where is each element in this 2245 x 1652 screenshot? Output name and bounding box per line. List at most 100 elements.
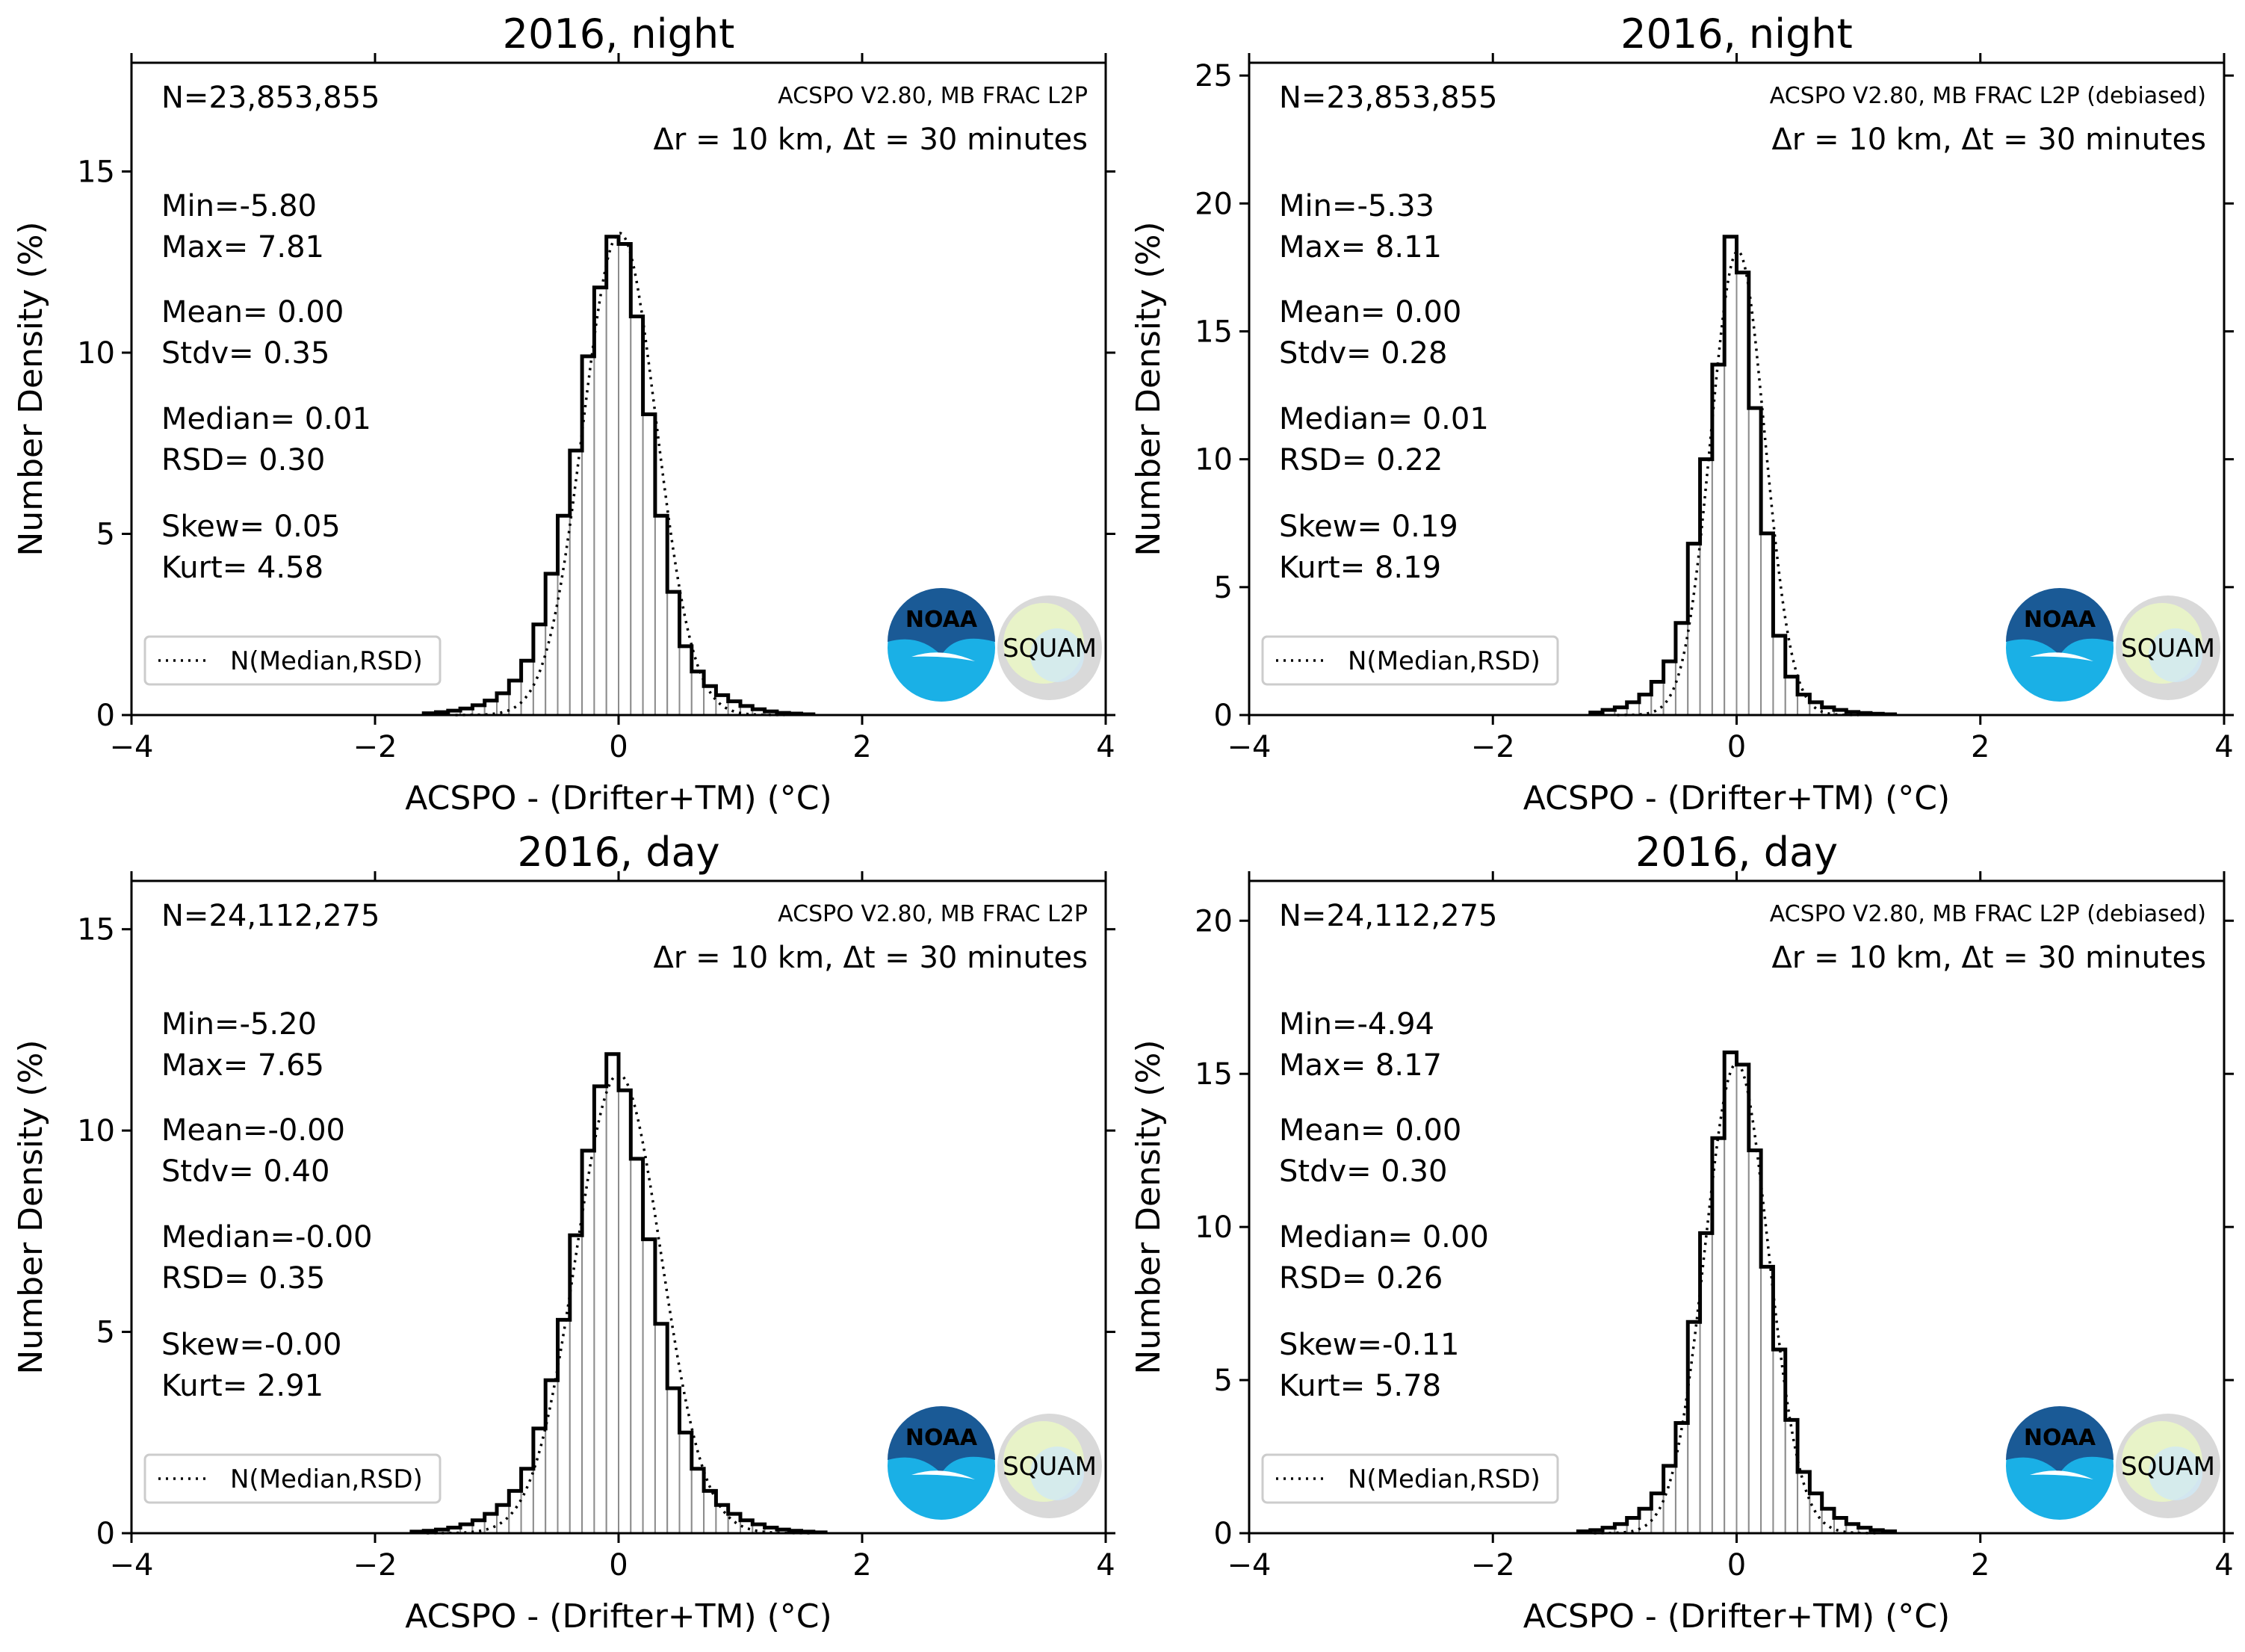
x-tick-label: −2 (1471, 730, 1515, 764)
noaa-logo-bird (2030, 1470, 2093, 1479)
noaa-logo-bird (911, 1470, 975, 1479)
y-axis-label: Number Density (%) (1130, 221, 1168, 556)
stat-2: Max= 8.17 (1279, 1048, 1442, 1083)
stat-3: Mean= 0.00 (1279, 1113, 1461, 1148)
x-tick-label: −4 (110, 1548, 154, 1583)
panel-title: 2016, night (503, 10, 735, 58)
dataset-info: ACSPO V2.80, MB FRAC L2P (debiased) (1770, 83, 2206, 109)
x-tick-label: −4 (110, 730, 154, 764)
chart-panel-4: −4 −2 0 2 4 0 5 10 15 20 2016, day ACSPO - (Drifter… (1130, 829, 2234, 1636)
stat-5: Median=-0.00 (161, 1220, 373, 1255)
chart-panel-3: −4 −2 0 2 4 0 5 10 15 2016, day ACSPO - (Drifter+T… (12, 829, 1115, 1636)
x-tick-label: 2 (852, 1548, 871, 1583)
x-tick-label: −2 (353, 1548, 397, 1583)
y-tick-label: 0 (96, 699, 115, 733)
y-tick-label: 15 (77, 155, 115, 190)
stat-5: Median= 0.00 (1279, 1220, 1489, 1255)
x-axis-label: ACSPO - (Drifter+TM) (°C) (1523, 1597, 1950, 1636)
noaa-logo-bird (2030, 652, 2093, 661)
stat-4: Stdv= 0.28 (1279, 336, 1447, 371)
chart-panel-1: −4 −2 0 2 4 0 5 10 15 2016, night ACSPO - (Drifter… (12, 10, 1115, 817)
stat-7: Skew=-0.00 (161, 1328, 341, 1362)
histogram-outline (1576, 1051, 1898, 1534)
panel-title: 2016, night (1620, 10, 1853, 58)
stat-8: Kurt= 2.91 (161, 1369, 323, 1403)
y-tick-label: 15 (1195, 1057, 1233, 1092)
y-tick-label: 20 (1195, 187, 1233, 221)
stat-2: Max= 8.11 (1279, 230, 1442, 264)
y-axis-label: Number Density (%) (1130, 1039, 1168, 1374)
y-tick-label: 25 (1195, 59, 1233, 93)
matchup-criteria: Δr = 10 km, Δt = 30 minutes (654, 941, 1088, 975)
stat-7: Skew= 0.19 (1279, 510, 1458, 544)
x-tick-label: 0 (609, 1548, 628, 1583)
stat-0: N=23,853,855 (161, 81, 380, 115)
matchup-criteria: Δr = 10 km, Δt = 30 minutes (1772, 123, 2206, 157)
stat-1: Min=-5.80 (161, 189, 317, 223)
y-tick-label: 5 (96, 518, 115, 552)
normal-fit-curve (427, 1073, 811, 1535)
stat-0: N=23,853,855 (1279, 81, 1497, 115)
squam-logo-text: SQUAM (1003, 634, 1097, 663)
stat-3: Mean= 0.00 (1279, 295, 1461, 330)
x-tick-label: 2 (852, 730, 871, 764)
legend-label: N(Median,RSD) (1348, 1464, 1540, 1494)
noaa-logo-sky (2006, 1406, 2114, 1473)
histogram-outline (421, 235, 816, 717)
x-axis-label: ACSPO - (Drifter+TM) (°C) (405, 779, 832, 817)
y-tick-label: 5 (96, 1316, 115, 1350)
dataset-info: ACSPO V2.80, MB FRAC L2P (778, 83, 1088, 109)
stat-1: Min=-4.94 (1279, 1007, 1434, 1042)
y-tick-label: 20 (1195, 904, 1233, 938)
x-tick-label: 2 (1971, 730, 1989, 764)
y-tick-label: 10 (1195, 1210, 1233, 1245)
stat-4: Stdv= 0.40 (161, 1154, 329, 1189)
y-tick-label: 10 (77, 336, 115, 371)
y-tick-label: 0 (1214, 1517, 1233, 1551)
histogram-bar (593, 1085, 607, 1535)
y-tick-label: 15 (1195, 315, 1233, 349)
stat-5: Median= 0.01 (1279, 402, 1489, 436)
matchup-criteria: Δr = 10 km, Δt = 30 minutes (1772, 941, 2206, 975)
dataset-info: ACSPO V2.80, MB FRAC L2P (debiased) (1770, 901, 2206, 927)
stat-5: Median= 0.01 (161, 402, 371, 436)
stat-8: Kurt= 5.78 (1279, 1369, 1441, 1403)
legend-box (1261, 635, 1559, 686)
stat-7: Skew=-0.11 (1279, 1328, 1459, 1362)
noaa-logo-text: NOAA (905, 1425, 978, 1451)
panel-title: 2016, day (517, 829, 719, 876)
x-tick-label: 4 (2214, 730, 2233, 764)
squam-logo-glow-2 (2149, 1447, 2202, 1500)
x-tick-label: 4 (1096, 1548, 1115, 1583)
x-axis-label: ACSPO - (Drifter+TM) (°C) (405, 1597, 832, 1636)
stat-1: Min=-5.33 (1279, 189, 1434, 223)
x-tick-label: −2 (353, 730, 397, 764)
x-tick-label: 0 (1727, 730, 1746, 764)
stat-0: N=24,112,275 (1279, 899, 1497, 933)
x-tick-label: −2 (1471, 1548, 1515, 1583)
legend-label: N(Median,RSD) (1348, 646, 1540, 676)
y-tick-label: 0 (96, 1517, 115, 1551)
squam-logo-text: SQUAM (2121, 634, 2215, 663)
stat-4: Stdv= 0.35 (161, 336, 329, 371)
noaa-logo-sky (888, 1406, 995, 1473)
histogram-bar (605, 1053, 620, 1534)
histogram-outline (1588, 235, 1898, 717)
stat-6: RSD= 0.30 (161, 443, 325, 477)
stat-1: Min=-5.20 (161, 1007, 317, 1042)
squam-logo-text: SQUAM (2121, 1452, 2215, 1482)
x-tick-label: −4 (1227, 730, 1272, 764)
noaa-logo-text: NOAA (2024, 1425, 2096, 1451)
stat-3: Mean=-0.00 (161, 1113, 345, 1148)
noaa-logo-text: NOAA (905, 607, 978, 633)
stat-8: Kurt= 4.58 (161, 551, 323, 585)
squam-logo-glow-2 (1030, 1447, 1084, 1500)
x-tick-label: 2 (1971, 1548, 1989, 1583)
y-axis-label: Number Density (%) (12, 1039, 50, 1374)
stat-0: N=24,112,275 (161, 899, 380, 933)
stat-3: Mean= 0.00 (161, 295, 344, 330)
x-tick-label: 0 (1727, 1548, 1746, 1583)
stat-8: Kurt= 8.19 (1279, 551, 1441, 585)
x-tick-label: 0 (609, 730, 628, 764)
